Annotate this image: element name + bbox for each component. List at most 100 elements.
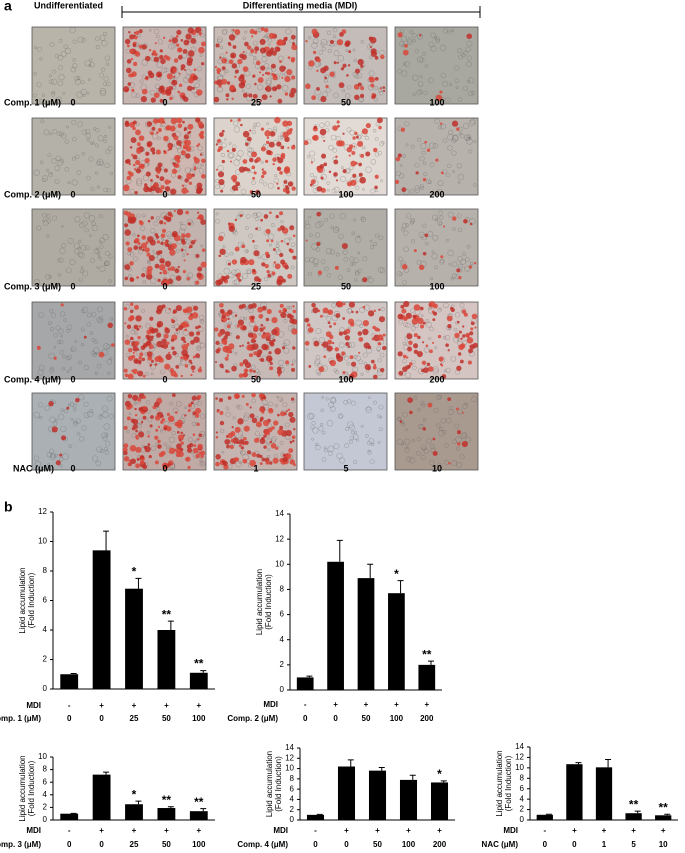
- lipid-droplet: [439, 357, 444, 362]
- lipid-droplet: [138, 356, 142, 360]
- lipid-droplet: [186, 253, 188, 255]
- y-tick-label: 8: [43, 566, 48, 575]
- lipid-droplet: [265, 332, 271, 338]
- lipid-droplet: [291, 368, 295, 372]
- lipid-droplet: [125, 401, 131, 407]
- lipid-droplet: [130, 146, 133, 149]
- lipid-droplet: [336, 179, 338, 181]
- lipid-droplet: [280, 312, 286, 318]
- lipid-droplet: [401, 309, 406, 314]
- lipid-droplet: [337, 62, 339, 64]
- lipid-droplet: [130, 337, 134, 341]
- lipid-droplet: [183, 40, 189, 46]
- lipid-droplet: [249, 129, 251, 131]
- lipid-droplet: [247, 168, 250, 171]
- lipid-droplet: [341, 29, 346, 34]
- lipid-droplet: [174, 58, 179, 63]
- bar: [125, 804, 143, 820]
- lipid-droplet: [163, 37, 165, 39]
- lipid-droplet: [305, 341, 310, 346]
- lipid-droplet: [285, 92, 288, 95]
- lipid-droplet: [151, 97, 156, 102]
- lipid-droplet: [247, 342, 250, 345]
- y-axis-label: Lipid accumulation: [18, 567, 27, 633]
- lipid-droplet: [292, 440, 294, 442]
- mdi-sign: +: [164, 826, 169, 835]
- lipid-droplet: [157, 305, 163, 311]
- lipid-droplet: [147, 141, 153, 147]
- y-tick-label: 6: [43, 777, 48, 786]
- significance: *: [132, 565, 137, 579]
- lipid-droplet: [323, 355, 326, 358]
- lipid-droplet: [59, 454, 62, 457]
- lipid-droplet: [424, 141, 427, 144]
- lipid-droplet: [472, 314, 478, 320]
- y-axis-label: (Fold Induction): [504, 755, 513, 811]
- lipid-droplet: [370, 46, 372, 48]
- lipid-droplet: [231, 175, 237, 181]
- lipid-droplet: [197, 395, 201, 399]
- lipid-droplet: [181, 432, 184, 435]
- lipid-droplet: [124, 322, 126, 324]
- y-tick-label: 8: [280, 585, 285, 594]
- lipid-droplet: [235, 247, 240, 252]
- lipid-droplet: [357, 141, 363, 147]
- lipid-droplet: [134, 408, 136, 410]
- lipid-droplet: [290, 88, 296, 94]
- bar: [358, 578, 375, 690]
- y-tick-label: 0: [290, 815, 295, 824]
- lipid-droplet: [107, 323, 113, 329]
- lipid-droplet: [136, 447, 142, 453]
- lipid-droplet: [181, 39, 184, 42]
- lipid-droplet: [264, 130, 271, 137]
- lipid-droplet: [230, 119, 233, 122]
- lipid-droplet: [270, 95, 272, 97]
- lipid-droplet: [337, 39, 343, 45]
- lipid-droplet: [188, 222, 191, 225]
- lipid-droplet: [181, 64, 186, 69]
- bar: [431, 782, 448, 820]
- lipid-droplet: [281, 153, 286, 158]
- lipid-droplet: [129, 49, 134, 54]
- lipid-droplet: [145, 152, 149, 156]
- lipid-droplet: [278, 310, 281, 313]
- lipid-droplet: [202, 248, 206, 252]
- lipid-droplet: [409, 411, 413, 415]
- lipid-droplet: [423, 178, 426, 181]
- lipid-droplet: [266, 141, 269, 144]
- x-tick-label: 50: [162, 840, 171, 849]
- mdi-sign: +: [424, 700, 429, 709]
- lipid-droplet: [383, 334, 386, 337]
- lipid-droplet: [378, 126, 382, 130]
- lipid-droplet: [291, 75, 295, 79]
- lipid-droplet: [368, 310, 374, 316]
- lipid-droplet: [293, 428, 295, 430]
- lipid-droplet: [161, 345, 164, 348]
- lipid-droplet: [258, 77, 264, 83]
- lipid-droplet: [186, 146, 192, 152]
- mdi-sign: +: [661, 826, 666, 835]
- bar: [157, 808, 175, 820]
- lipid-droplet: [215, 349, 220, 354]
- lipid-droplet: [123, 451, 127, 455]
- lipid-droplet: [250, 406, 252, 408]
- significance: **: [162, 607, 172, 621]
- lipid-droplet: [276, 279, 282, 285]
- lipid-droplet: [281, 240, 284, 243]
- lipid-droplet: [136, 149, 141, 154]
- y-tick-label: 10: [38, 752, 47, 761]
- lipid-droplet: [335, 155, 337, 157]
- lipid-droplet: [280, 304, 284, 308]
- lipid-droplet: [127, 59, 132, 64]
- lipid-droplet: [216, 143, 218, 145]
- lipid-droplet: [173, 68, 177, 72]
- lipid-droplet: [148, 188, 152, 192]
- lipid-droplet: [320, 129, 327, 136]
- lipid-droplet: [320, 67, 326, 73]
- lipid-droplet: [253, 250, 259, 256]
- dose-label: 0: [70, 189, 75, 199]
- lipid-droplet: [283, 37, 287, 41]
- lipid-droplet: [197, 333, 200, 336]
- lipid-droplet: [169, 97, 172, 100]
- error-bar: [398, 581, 404, 594]
